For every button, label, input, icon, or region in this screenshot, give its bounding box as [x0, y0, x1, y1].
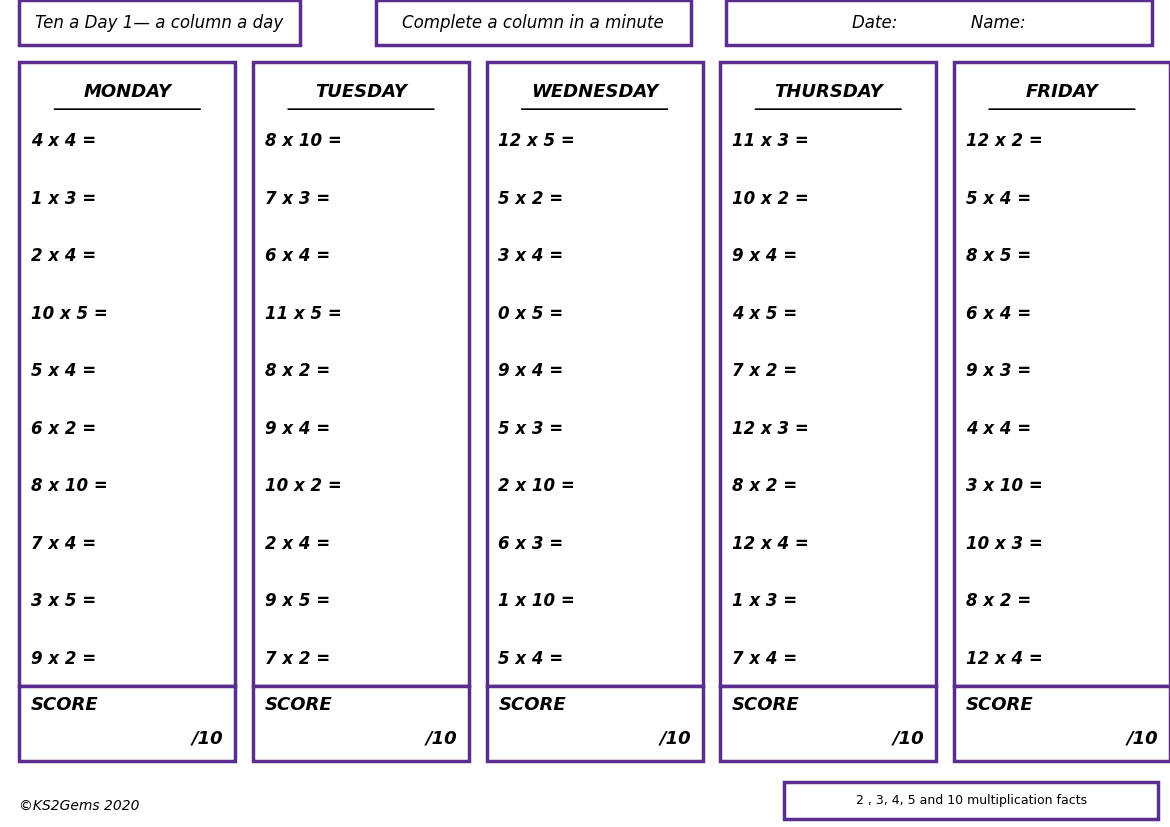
Text: 8 x 5 =: 8 x 5 =	[965, 247, 1031, 265]
FancyBboxPatch shape	[253, 62, 469, 686]
Text: 4 x 4 =: 4 x 4 =	[965, 420, 1031, 437]
Text: FRIDAY: FRIDAY	[1026, 83, 1099, 101]
Text: 9 x 5 =: 9 x 5 =	[264, 592, 330, 610]
Text: 5 x 4 =: 5 x 4 =	[30, 362, 96, 380]
Text: 9 x 4 =: 9 x 4 =	[498, 362, 564, 380]
FancyBboxPatch shape	[954, 62, 1170, 686]
Text: 10 x 3 =: 10 x 3 =	[965, 535, 1042, 552]
Text: /10: /10	[893, 729, 924, 748]
FancyBboxPatch shape	[784, 782, 1158, 819]
Text: 11 x 5 =: 11 x 5 =	[264, 305, 342, 323]
Text: 8 x 2 =: 8 x 2 =	[264, 362, 330, 380]
Text: /10: /10	[426, 729, 457, 748]
Text: 2 x 4 =: 2 x 4 =	[264, 535, 330, 552]
Text: SCORE: SCORE	[264, 696, 332, 714]
Text: TUESDAY: TUESDAY	[315, 83, 407, 101]
Text: 2 , 3, 4, 5 and 10 multiplication facts: 2 , 3, 4, 5 and 10 multiplication facts	[855, 794, 1087, 806]
Text: SCORE: SCORE	[30, 696, 98, 714]
Text: 7 x 3 =: 7 x 3 =	[264, 190, 330, 208]
Text: 7 x 4 =: 7 x 4 =	[732, 650, 797, 667]
FancyBboxPatch shape	[721, 686, 936, 761]
Text: 9 x 2 =: 9 x 2 =	[30, 650, 96, 667]
Text: 1 x 3 =: 1 x 3 =	[30, 190, 96, 208]
Text: 2 x 4 =: 2 x 4 =	[30, 247, 96, 265]
Text: 5 x 3 =: 5 x 3 =	[498, 420, 564, 437]
Text: 12 x 4 =: 12 x 4 =	[965, 650, 1042, 667]
Text: /10: /10	[1127, 729, 1158, 748]
Text: 3 x 4 =: 3 x 4 =	[498, 247, 564, 265]
Text: ©KS2Gems 2020: ©KS2Gems 2020	[19, 800, 139, 813]
Text: Ten a Day 1— a column a day: Ten a Day 1— a column a day	[35, 14, 283, 31]
Text: /10: /10	[192, 729, 223, 748]
FancyBboxPatch shape	[487, 62, 703, 686]
Text: 12 x 3 =: 12 x 3 =	[732, 420, 808, 437]
FancyBboxPatch shape	[19, 0, 300, 45]
FancyBboxPatch shape	[253, 686, 469, 761]
FancyBboxPatch shape	[487, 686, 703, 761]
Text: 2 x 10 =: 2 x 10 =	[498, 477, 574, 495]
Text: 8 x 2 =: 8 x 2 =	[965, 592, 1031, 610]
Text: 6 x 4 =: 6 x 4 =	[264, 247, 330, 265]
Text: 10 x 5 =: 10 x 5 =	[30, 305, 108, 323]
Text: 1 x 3 =: 1 x 3 =	[732, 592, 797, 610]
FancyBboxPatch shape	[19, 62, 235, 686]
Text: 8 x 10 =: 8 x 10 =	[30, 477, 108, 495]
Text: SCORE: SCORE	[965, 696, 1033, 714]
Text: /10: /10	[660, 729, 691, 748]
Text: WEDNESDAY: WEDNESDAY	[531, 83, 659, 101]
Text: 9 x 4 =: 9 x 4 =	[732, 247, 797, 265]
Text: 6 x 3 =: 6 x 3 =	[498, 535, 564, 552]
Text: MONDAY: MONDAY	[83, 83, 171, 101]
Text: 4 x 5 =: 4 x 5 =	[732, 305, 797, 323]
FancyBboxPatch shape	[19, 686, 235, 761]
Text: 8 x 10 =: 8 x 10 =	[264, 132, 342, 151]
Text: 9 x 3 =: 9 x 3 =	[965, 362, 1031, 380]
Text: 7 x 4 =: 7 x 4 =	[30, 535, 96, 552]
Text: 8 x 2 =: 8 x 2 =	[732, 477, 797, 495]
Text: 6 x 2 =: 6 x 2 =	[30, 420, 96, 437]
Text: 11 x 3 =: 11 x 3 =	[732, 132, 808, 151]
Text: 3 x 5 =: 3 x 5 =	[30, 592, 96, 610]
Text: 6 x 4 =: 6 x 4 =	[965, 305, 1031, 323]
Text: 12 x 2 =: 12 x 2 =	[965, 132, 1042, 151]
Text: 5 x 4 =: 5 x 4 =	[965, 190, 1031, 208]
Text: SCORE: SCORE	[732, 696, 799, 714]
Text: 5 x 2 =: 5 x 2 =	[498, 190, 564, 208]
Text: 0 x 5 =: 0 x 5 =	[498, 305, 564, 323]
Text: Date:              Name:: Date: Name:	[853, 14, 1026, 31]
Text: 3 x 10 =: 3 x 10 =	[965, 477, 1042, 495]
Text: 4 x 4 =: 4 x 4 =	[30, 132, 96, 151]
Text: 7 x 2 =: 7 x 2 =	[264, 650, 330, 667]
FancyBboxPatch shape	[721, 62, 936, 686]
FancyBboxPatch shape	[376, 0, 691, 45]
Text: 9 x 4 =: 9 x 4 =	[264, 420, 330, 437]
Text: THURSDAY: THURSDAY	[775, 83, 882, 101]
FancyBboxPatch shape	[727, 0, 1152, 45]
Text: 10 x 2 =: 10 x 2 =	[732, 190, 808, 208]
Text: 12 x 5 =: 12 x 5 =	[498, 132, 574, 151]
Text: 10 x 2 =: 10 x 2 =	[264, 477, 342, 495]
Text: SCORE: SCORE	[498, 696, 566, 714]
Text: 5 x 4 =: 5 x 4 =	[498, 650, 564, 667]
Text: Complete a column in a minute: Complete a column in a minute	[402, 14, 665, 31]
FancyBboxPatch shape	[954, 686, 1170, 761]
Text: 1 x 10 =: 1 x 10 =	[498, 592, 574, 610]
Text: 12 x 4 =: 12 x 4 =	[732, 535, 808, 552]
Text: 7 x 2 =: 7 x 2 =	[732, 362, 797, 380]
